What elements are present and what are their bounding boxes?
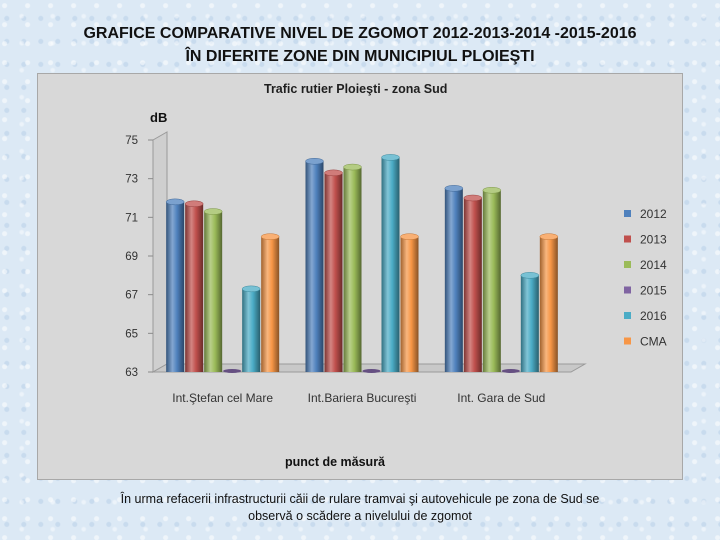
y-tick-label: 69 [125, 251, 138, 263]
bar-2014 [482, 190, 501, 372]
slide-caption: În urma refacerii infrastructurii căii d… [0, 491, 720, 525]
bar-2012 [166, 201, 185, 372]
bar-top-2016 [241, 285, 261, 293]
x-tick-label: Int.Ştefan cel Mare [172, 391, 273, 405]
caption-line2: observă o scădere a nivelului de zgomot [248, 509, 472, 523]
legend-label: 2013 [640, 233, 667, 247]
y-tick-label: 63 [125, 367, 138, 379]
bar-2016 [381, 157, 400, 372]
x-axis-label: punct de măsură [285, 455, 386, 469]
bar-chart: Trafic rutier Ploieşti - zona Sud dB 63 65 6… [125, 82, 678, 469]
bar-top-2014 [203, 208, 223, 215]
legend-label: 2015 [640, 284, 667, 298]
y-tick-label: 73 [125, 174, 138, 186]
y-axis-label: dB [150, 110, 167, 125]
bar-2013 [324, 172, 343, 372]
bar-2014 [343, 167, 362, 372]
bar-2013 [185, 203, 204, 372]
legend-label: 2016 [640, 309, 667, 323]
legend-swatch [624, 337, 631, 345]
bar-CMA [400, 236, 419, 372]
bar-top-2013 [463, 194, 483, 202]
bar-2015 [223, 369, 242, 373]
bar-2016 [520, 275, 539, 372]
legend-swatch [624, 210, 631, 217]
legend-swatch [624, 312, 631, 319]
y-tick-label: 67 [125, 290, 138, 302]
bar-top-CMA [400, 233, 419, 240]
bar-2016 [242, 288, 261, 372]
legend-label: 2012 [640, 207, 667, 221]
bar-CMA [261, 236, 280, 372]
bar-top-2016 [520, 272, 540, 279]
caption-line1: În urma refacerii infrastructurii căii d… [120, 492, 600, 506]
bar-top-2013 [324, 169, 343, 177]
bar-top-2012 [305, 158, 324, 165]
legend-swatch [624, 261, 631, 268]
bar-top-2016 [381, 154, 400, 161]
bar-2015 [362, 369, 381, 373]
bar-2015 [501, 369, 520, 373]
x-tick-label: Int. Gara de Sud [457, 391, 545, 405]
x-tick-label: Int.Bariera Bucureşti [308, 391, 417, 405]
slide-title: GRAFICE COMPARATIVE NIVEL DE ZGOMOT 2012… [0, 22, 720, 68]
bar-2012 [305, 161, 324, 372]
bar-top-2014 [343, 163, 362, 171]
chart-area: Trafic rutier Ploieşti - zona Sud dB 63 65 6… [37, 73, 683, 480]
slide-title-line2: ÎN DIFERITE ZONE DIN MUNICIPIUL PLOIEŞTI [185, 48, 535, 65]
bar-2013 [463, 198, 482, 372]
bar-2012 [444, 188, 463, 372]
slide-title-line1: GRAFICE COMPARATIVE NIVEL DE ZGOMOT 2012… [83, 25, 637, 42]
bar-top-2013 [184, 200, 204, 208]
side-wall [152, 131, 168, 373]
legend-label: 2014 [640, 258, 667, 272]
bar-2014 [204, 211, 223, 372]
y-tick-label: 75 [125, 135, 138, 147]
y-tick-label: 71 [125, 212, 138, 224]
y-tick-label: 65 [125, 328, 138, 340]
bar-CMA [539, 236, 558, 372]
bar-top-2014 [482, 187, 502, 194]
legend-swatch [624, 235, 631, 243]
bar-top-2012 [444, 185, 464, 192]
bar-top-CMA [260, 233, 280, 240]
legend-box [613, 199, 678, 355]
legend-label: CMA [640, 335, 667, 349]
bar-top-CMA [539, 233, 559, 240]
bar-top-2012 [165, 198, 185, 206]
legend-swatch [624, 286, 631, 294]
chart-title: Trafic rutier Ploieşti - zona Sud [264, 82, 447, 96]
